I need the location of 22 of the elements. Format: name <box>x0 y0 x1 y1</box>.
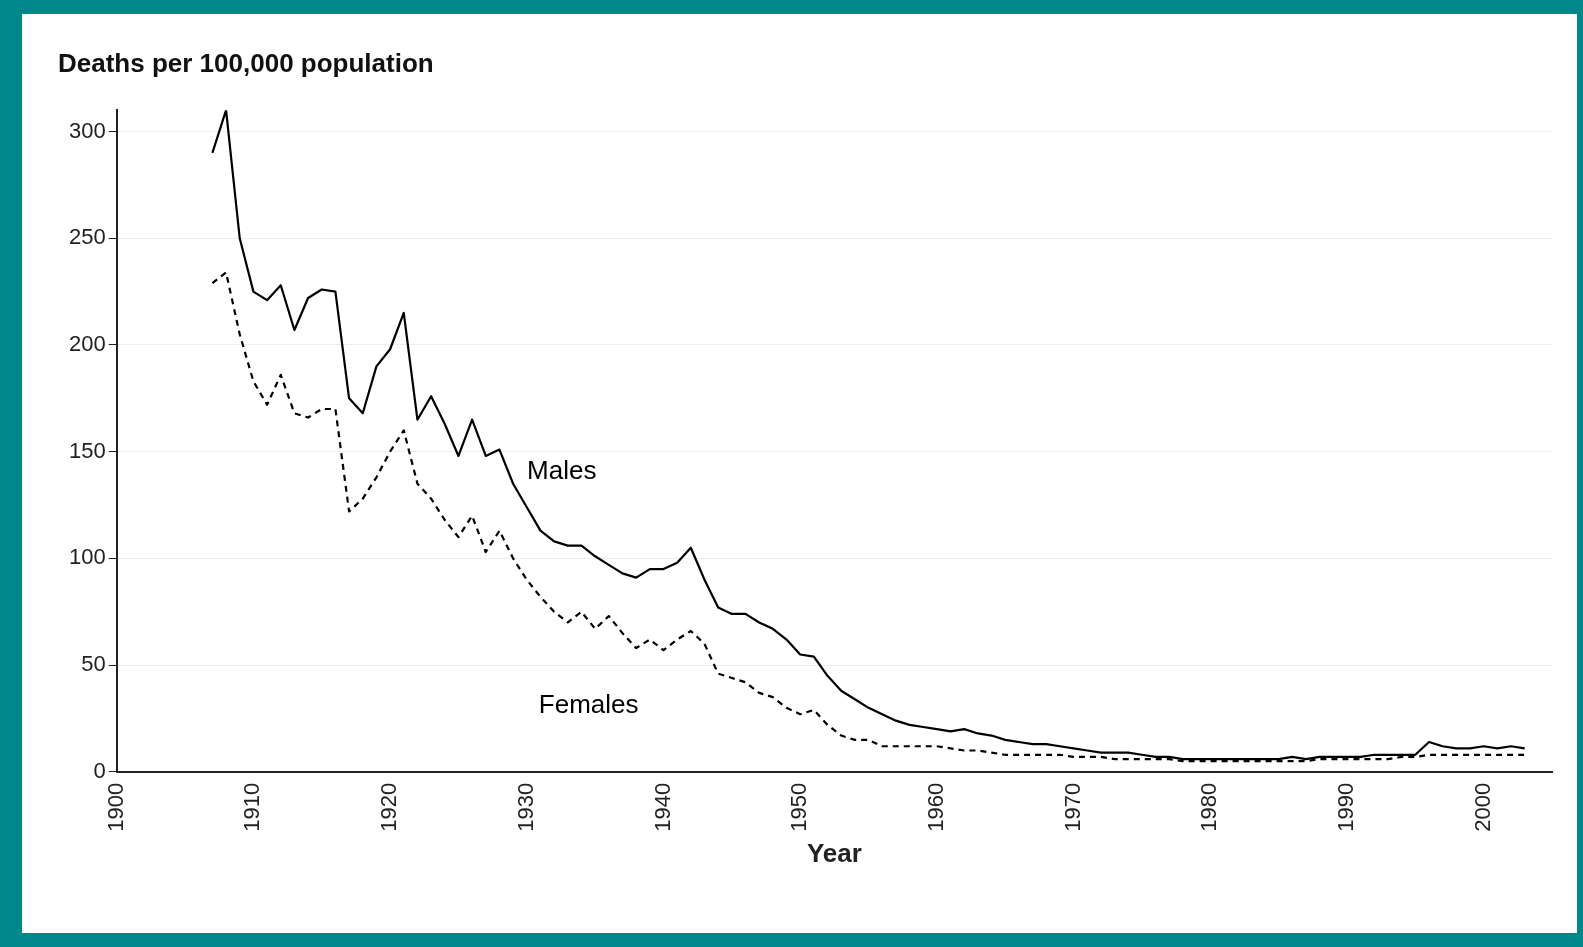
x-tick-label: 2000 <box>1469 782 1495 832</box>
y-axis-title: Deaths per 100,000 population <box>58 48 434 79</box>
x-tick-label: 1960 <box>922 782 948 832</box>
x-axis-title: Year <box>806 837 862 868</box>
y-tick-label: 0 <box>93 757 106 783</box>
x-tick-label: 1900 <box>102 782 128 832</box>
x-tick-label: 1950 <box>786 782 812 832</box>
x-tick-label: 1990 <box>1333 782 1359 832</box>
y-tick-label: 100 <box>68 544 106 570</box>
x-tick-label: 1910 <box>239 782 265 832</box>
y-tick-label: 50 <box>81 651 106 677</box>
y-tick-label: 150 <box>68 437 106 463</box>
y-tick-label: 200 <box>68 331 106 357</box>
y-tick-label: 250 <box>68 224 106 250</box>
x-tick-label: 1930 <box>512 782 538 832</box>
x-tick-label: 1980 <box>1196 782 1222 832</box>
x-tick-label: 1920 <box>376 782 402 832</box>
series-label: Females <box>538 689 639 720</box>
x-tick-label: 1940 <box>649 782 675 832</box>
y-tick-label: 300 <box>68 117 106 143</box>
series-label: Males <box>527 454 597 485</box>
x-tick-label: 1970 <box>1059 782 1085 832</box>
